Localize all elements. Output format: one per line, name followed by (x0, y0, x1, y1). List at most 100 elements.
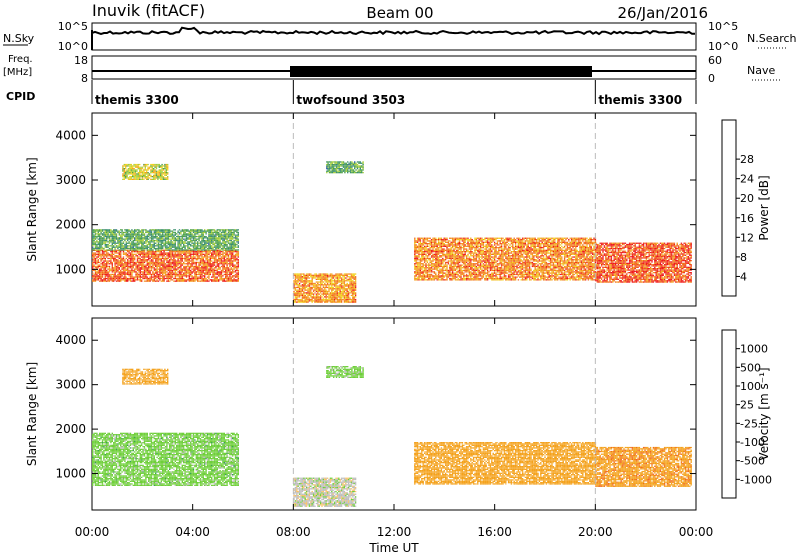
data-cell (125, 264, 127, 266)
data-cell (162, 165, 165, 167)
data-cell (121, 231, 123, 234)
data-cell (352, 165, 354, 167)
data-cell (229, 260, 231, 262)
data-cell (117, 268, 119, 270)
data-cell (151, 170, 153, 172)
data-cell (113, 267, 115, 269)
data-cell (92, 229, 94, 231)
data-cell (178, 237, 181, 239)
data-cell (319, 282, 322, 285)
data-cell (121, 275, 123, 277)
data-cell (349, 165, 352, 167)
data-cell (233, 277, 235, 280)
data-cell (212, 265, 214, 268)
data-cell (414, 247, 416, 249)
data-cell (307, 293, 309, 295)
data-cell (144, 169, 146, 171)
data-cell (201, 238, 203, 240)
data-cell (237, 264, 239, 266)
data-cell (146, 234, 148, 236)
data-cell (137, 172, 139, 174)
data-cell (335, 293, 337, 295)
data-cell (415, 245, 417, 247)
data-cell (170, 263, 172, 265)
data-cell (229, 259, 231, 261)
data-cell (211, 253, 213, 255)
data-cell (152, 276, 154, 278)
data-cell (138, 231, 140, 234)
data-cell (300, 280, 302, 282)
data-cell (170, 252, 172, 254)
data-cell (129, 170, 131, 172)
data-cell (152, 279, 154, 281)
data-cell (132, 259, 134, 261)
data-cell (341, 172, 343, 174)
data-cell (419, 263, 422, 265)
data-cell (201, 241, 203, 243)
data-cell (178, 253, 181, 255)
data-cell (150, 277, 153, 280)
data-cell (208, 252, 210, 254)
data-cell (155, 233, 157, 235)
data-cell (139, 259, 141, 261)
data-cell (94, 233, 97, 235)
data-cell (114, 237, 116, 239)
data-cell (134, 259, 136, 261)
data-cell (154, 177, 156, 179)
data-cell (222, 255, 224, 257)
data-cell (415, 255, 417, 257)
data-cell (201, 252, 203, 254)
data-cell (296, 277, 298, 279)
data-cell (145, 252, 147, 254)
data-cell (160, 238, 162, 240)
data-cell (353, 284, 355, 286)
data-cell (194, 234, 196, 236)
data-cell (310, 273, 312, 275)
data-cell (324, 273, 326, 275)
data-cell (117, 273, 119, 276)
data-cell (419, 273, 422, 276)
data-cell (232, 252, 234, 254)
data-cell (114, 238, 116, 240)
data-cell (107, 230, 109, 232)
data-cell (152, 243, 154, 246)
data-cell (205, 237, 207, 239)
data-cell (99, 235, 101, 238)
data-cell (230, 238, 232, 240)
data-cell (160, 277, 162, 280)
data-cell (124, 273, 126, 276)
data-cell (127, 251, 129, 253)
data-cell (361, 162, 363, 164)
data-cell (296, 298, 298, 301)
data-cell (101, 269, 104, 272)
data-cell (127, 238, 129, 240)
data-cell (149, 264, 151, 266)
data-cell (163, 269, 165, 272)
data-cell (220, 272, 223, 274)
data-cell (157, 163, 159, 166)
data-cell (153, 261, 155, 264)
data-cell (190, 249, 192, 251)
data-cell (171, 253, 174, 255)
data-cell (215, 269, 217, 272)
data-cell (332, 294, 334, 297)
data-cell (128, 269, 130, 272)
data-cell (343, 292, 346, 294)
data-cell (347, 286, 350, 289)
data-cell (230, 272, 232, 274)
data-cell (124, 245, 126, 247)
data-cell (331, 281, 333, 283)
data-cell (237, 263, 239, 265)
data-cell (114, 251, 116, 253)
data-cell (212, 273, 214, 276)
data-cell (194, 235, 196, 238)
data-cell (156, 249, 158, 251)
data-cell (318, 273, 320, 275)
data-cell (146, 261, 148, 264)
data-cell (150, 259, 153, 261)
data-cell (94, 235, 97, 238)
data-cell (317, 298, 319, 301)
data-cell (225, 252, 227, 254)
data-cell (226, 253, 228, 255)
data-cell (127, 239, 129, 242)
